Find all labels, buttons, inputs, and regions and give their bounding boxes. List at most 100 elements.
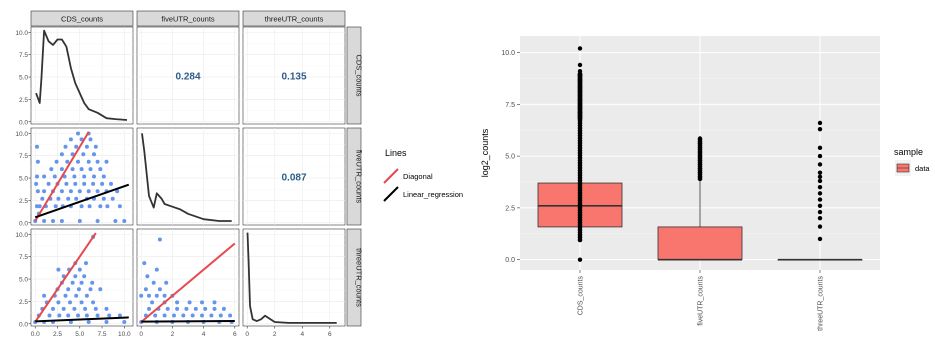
- scatter-point: [82, 174, 87, 179]
- scatter-point: [91, 300, 96, 305]
- legend-title: Lines: [385, 148, 407, 158]
- scatter-point: [66, 287, 71, 292]
- scatter-point: [84, 261, 88, 266]
- density-curve: [246, 232, 337, 324]
- scatter-point: [59, 189, 64, 194]
- scatter-point: [203, 306, 208, 311]
- density-curve: [35, 29, 128, 121]
- scatter-point: [104, 159, 109, 164]
- scatter-point: [87, 204, 92, 209]
- scatter-point: [46, 181, 51, 186]
- outlier-point: [817, 126, 823, 132]
- sample-legend: sample data: [894, 147, 930, 176]
- x-tick-label: fiveUTR_counts: [698, 276, 705, 326]
- outlier-point: [817, 209, 823, 215]
- scatter-point: [104, 306, 109, 311]
- scatter-point: [109, 181, 113, 186]
- scatter-point: [81, 152, 86, 157]
- scatter-point: [157, 287, 162, 292]
- scatter-point: [184, 306, 189, 311]
- scatter-point: [63, 293, 68, 298]
- scatter-point: [83, 306, 88, 311]
- scatter-point: [68, 137, 73, 142]
- row-strip: [346, 228, 362, 327]
- scatter-point: [101, 196, 106, 201]
- y-tick-label: 0.0: [19, 119, 28, 126]
- scatter-point: [101, 174, 106, 179]
- outlier-point: [817, 162, 823, 167]
- scatter-point: [165, 306, 170, 311]
- panel-background: [136, 127, 240, 226]
- scatter-point: [79, 204, 84, 209]
- scatter-point: [151, 280, 156, 285]
- y-tick-label: 0.0: [19, 220, 28, 227]
- outlier-point: [817, 224, 823, 229]
- scatter-point: [98, 167, 103, 172]
- y-tick-label: 5.0: [19, 176, 28, 183]
- scatter-point: [49, 167, 54, 172]
- outlier-point: [817, 236, 823, 242]
- correlation-value: 0.087: [281, 173, 306, 184]
- legend-key-diagonal: [383, 168, 399, 184]
- y-tick-label: 7.5: [19, 52, 28, 59]
- scatter-point: [68, 300, 72, 305]
- outlier-point: [817, 203, 823, 209]
- scatter-point: [61, 306, 66, 311]
- pairs-plot: 0.0 2.5 5.0 7.5 10.0 0.0 2.5 5.0 7.5 10.0 0.0 2.5 5.…: [15, 10, 364, 338]
- scatter-point: [56, 300, 61, 305]
- scatter-panel: [139, 237, 236, 324]
- scatter-point: [76, 313, 80, 318]
- outlier-point: [817, 197, 823, 202]
- scatter-point: [122, 320, 127, 324]
- scatter-point: [181, 313, 186, 318]
- scatter-point: [47, 313, 52, 318]
- scatter-point: [98, 287, 103, 292]
- scatter-point: [35, 189, 40, 194]
- scatter-point: [63, 144, 68, 149]
- scatter-point: [147, 293, 151, 298]
- scatter-point: [172, 313, 176, 318]
- column-strip-label: fiveUTR_counts: [161, 15, 215, 24]
- scatter-point: [76, 131, 80, 136]
- scatter-point: [193, 306, 198, 311]
- scatter-point: [59, 167, 64, 172]
- scatter-point: [212, 300, 217, 305]
- y-tick-label: 5.0: [505, 154, 515, 161]
- scatter-point: [42, 219, 47, 223]
- scatter-point: [145, 274, 150, 279]
- scatter-point: [209, 313, 214, 318]
- scatter-point: [66, 196, 71, 201]
- panel-background: [242, 228, 346, 327]
- y-axis-label: log2_counts: [480, 128, 490, 177]
- x-tick-label: 4: [300, 331, 304, 338]
- x-tick-label: 2: [171, 331, 175, 338]
- scatter-point: [59, 152, 64, 157]
- scatter-point: [107, 313, 112, 318]
- regression-line: [141, 319, 235, 323]
- regression-line: [34, 183, 130, 219]
- scatter-point: [98, 204, 103, 209]
- scatter-point: [42, 293, 47, 298]
- x-tick-label: 0.0: [31, 331, 40, 338]
- scatter-point: [153, 313, 158, 318]
- x-tick-label: CDS_counts: [578, 276, 585, 316]
- scatter-point: [95, 219, 100, 223]
- scatter-point: [51, 219, 55, 223]
- outlier-point: [577, 46, 583, 51]
- panel-background: [30, 228, 134, 327]
- panel-background: [242, 127, 346, 226]
- scatter-panel: [33, 232, 129, 324]
- scatter-panel: [33, 131, 130, 223]
- y-tick-label: 2.5: [19, 198, 28, 205]
- scatter-point: [74, 196, 79, 201]
- outlier-point: [577, 62, 583, 68]
- x-tick-label: 5.0: [75, 331, 84, 338]
- scatter-point: [77, 267, 82, 272]
- scatter-point: [100, 181, 105, 186]
- scatter-point: [93, 306, 98, 311]
- y-tick-label: 10.0: [15, 30, 28, 37]
- x-tick-label: 10.0: [118, 331, 131, 338]
- scatter-point: [187, 300, 192, 305]
- scatter-point: [113, 219, 118, 223]
- scatter-point: [90, 280, 95, 285]
